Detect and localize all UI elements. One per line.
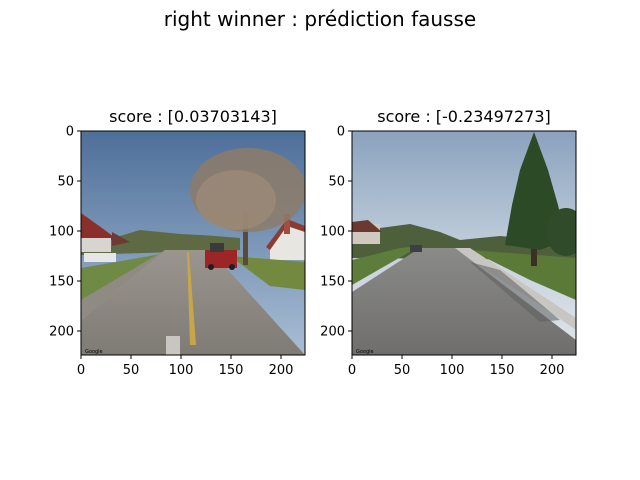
- x-tick-label: 50: [123, 363, 140, 378]
- subplot-title-left: score : [0.03703143]: [109, 107, 277, 126]
- x-tick-label: 150: [490, 363, 515, 378]
- x-tick-label: 0: [77, 363, 85, 378]
- subplot-title-right: score : [-0.23497273]: [377, 107, 551, 126]
- y-tick-label: 200: [49, 325, 74, 340]
- y-tick-label: 50: [328, 175, 345, 190]
- y-tick-label: 0: [337, 125, 345, 140]
- y-tick-label: 150: [320, 275, 345, 290]
- y-tick-label: 50: [57, 175, 74, 190]
- watermark-left: Google: [85, 349, 103, 355]
- axes-frame-right: [351, 130, 577, 356]
- x-tick-label: 200: [540, 363, 565, 378]
- y-tick-label: 100: [49, 225, 74, 240]
- x-tick-label: 0: [348, 363, 356, 378]
- x-tick-label: 50: [394, 363, 411, 378]
- street-image-right: [352, 131, 576, 355]
- x-tick-label: 150: [219, 363, 244, 378]
- x-tick-label: 200: [269, 363, 294, 378]
- x-tick-label: 100: [169, 363, 194, 378]
- watermark-right: Google: [356, 349, 374, 355]
- y-tick-label: 150: [49, 275, 74, 290]
- street-image-left: [81, 131, 305, 355]
- x-tick-label: 100: [440, 363, 465, 378]
- figure-title: right winner : prédiction fausse: [163, 7, 477, 31]
- y-tick-label: 200: [320, 325, 345, 340]
- axes-frame-left: [80, 130, 306, 356]
- y-tick-label: 0: [66, 125, 74, 140]
- y-tick-label: 100: [320, 225, 345, 240]
